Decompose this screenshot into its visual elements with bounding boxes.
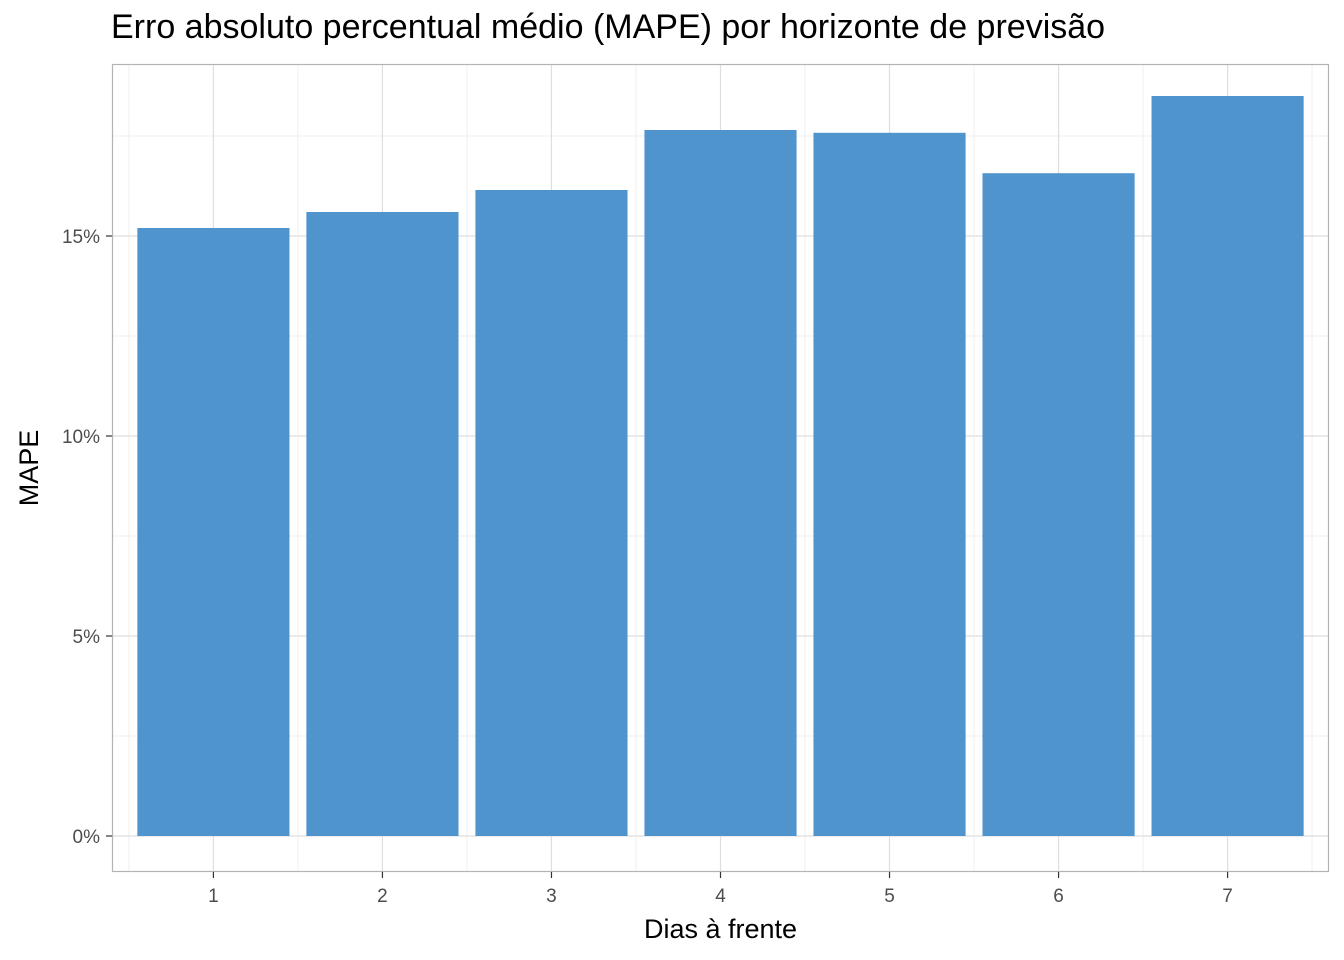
bar-1 [137, 228, 290, 836]
x-tick-label: 5 [884, 886, 895, 907]
x-tick-label: 1 [208, 886, 219, 907]
bars [137, 96, 1304, 837]
x-axis-title: Dias à frente [644, 914, 797, 944]
y-tick-label: 0% [73, 827, 101, 848]
y-axis-title: MAPE [14, 430, 44, 507]
x-tick-label: 6 [1053, 886, 1064, 907]
y-axis: 0% 5% 10% 15% [62, 227, 112, 848]
bar-4 [644, 130, 797, 836]
x-tick-label: 2 [377, 886, 388, 907]
chart-title: Erro absoluto percentual médio (MAPE) po… [111, 8, 1106, 46]
x-axis: 1 2 3 4 5 6 7 [208, 872, 1233, 907]
x-tick-label: 7 [1222, 886, 1233, 907]
bar-2 [306, 212, 459, 836]
y-tick-label: 15% [62, 227, 100, 248]
x-tick-label: 4 [715, 886, 726, 907]
bar-5 [813, 132, 966, 837]
bar-6 [982, 173, 1135, 836]
plot-panel-border [111, 63, 1330, 873]
y-tick-label: 5% [73, 627, 101, 648]
bar-7 [1151, 96, 1304, 836]
bar-3 [475, 190, 628, 836]
x-tick-label: 3 [546, 886, 557, 907]
y-tick-label: 10% [62, 427, 100, 448]
